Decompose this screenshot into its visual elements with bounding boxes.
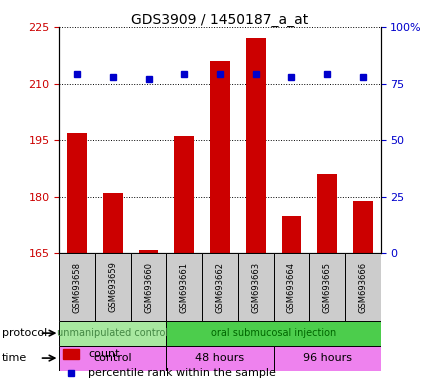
Bar [131, 253, 166, 321]
Bar [274, 253, 309, 321]
Bar [309, 253, 345, 321]
Text: oral submucosal injection: oral submucosal injection [211, 328, 336, 338]
Bar [274, 346, 381, 371]
Text: GSM693661: GSM693661 [180, 262, 189, 313]
Bar [59, 321, 166, 346]
Bar [238, 253, 274, 321]
Bar [59, 346, 166, 371]
Text: GSM693660: GSM693660 [144, 262, 153, 313]
Text: percentile rank within the sample: percentile rank within the sample [88, 367, 276, 377]
Text: GSM693658: GSM693658 [73, 262, 82, 313]
Bar [345, 253, 381, 321]
Text: count: count [88, 349, 120, 359]
Bar [282, 216, 301, 253]
Bar [353, 200, 373, 253]
Text: time: time [2, 353, 27, 363]
Text: GSM693662: GSM693662 [216, 262, 224, 313]
Bar [67, 132, 87, 253]
Text: 96 hours: 96 hours [303, 353, 352, 363]
Text: control: control [94, 353, 132, 363]
Text: unmanipulated control: unmanipulated control [57, 328, 169, 338]
Bar [246, 38, 265, 253]
Text: 48 hours: 48 hours [195, 353, 245, 363]
Text: GSM693664: GSM693664 [287, 262, 296, 313]
Bar [166, 346, 274, 371]
Bar [202, 253, 238, 321]
Bar [62, 349, 79, 359]
Text: GSM693666: GSM693666 [358, 262, 367, 313]
Bar [95, 253, 131, 321]
Bar [166, 321, 381, 346]
Bar [139, 250, 158, 253]
Bar [59, 253, 95, 321]
Bar [317, 174, 337, 253]
Text: GSM693659: GSM693659 [108, 262, 117, 313]
Bar [175, 136, 194, 253]
Text: GSM693665: GSM693665 [323, 262, 332, 313]
Bar [166, 253, 202, 321]
Bar [103, 193, 123, 253]
Text: GDS3909 / 1450187_a_at: GDS3909 / 1450187_a_at [132, 13, 308, 27]
Text: GSM693663: GSM693663 [251, 262, 260, 313]
Text: protocol: protocol [2, 328, 48, 338]
Bar [210, 61, 230, 253]
